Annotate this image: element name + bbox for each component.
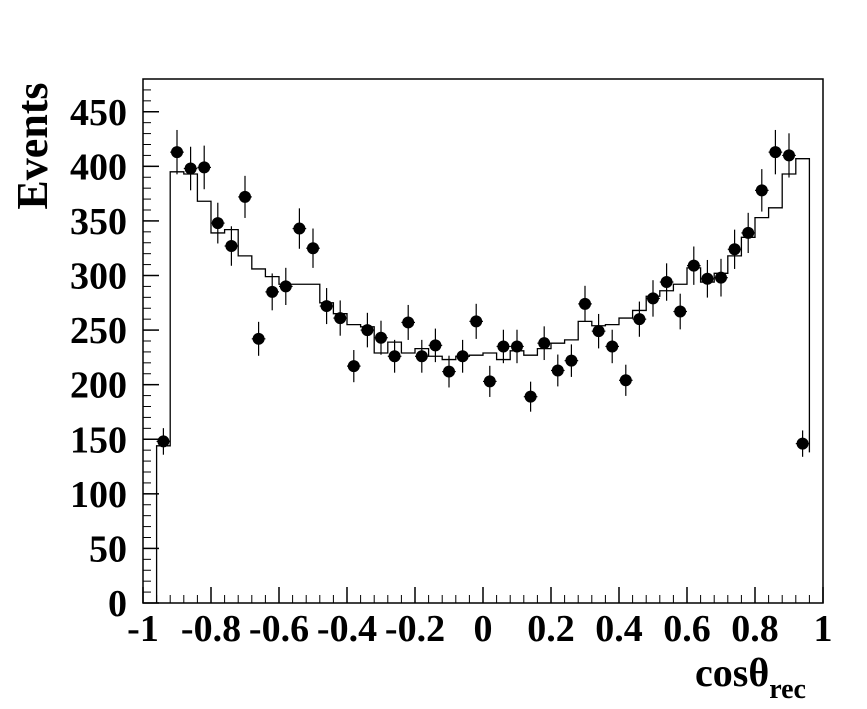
data-point [415, 350, 428, 363]
y-axis-title: Events [8, 82, 57, 209]
data-point [633, 313, 646, 326]
data-point [375, 331, 387, 344]
data-point [184, 162, 197, 175]
y-tick-label: 250 [70, 310, 127, 352]
x-tick-label: 1 [814, 608, 833, 650]
data-point [388, 350, 401, 363]
data-point [728, 243, 741, 256]
y-tick-label: 350 [70, 201, 127, 243]
y-tick-label: 0 [108, 583, 127, 625]
x-tick-label: -0.6 [249, 608, 309, 650]
x-tick-label: 0.4 [595, 608, 643, 650]
x-tick-label: -0.4 [317, 608, 377, 650]
data-point [606, 340, 619, 353]
data-point [647, 292, 659, 305]
data-point [402, 316, 415, 329]
data-point [198, 161, 211, 174]
data-point [470, 315, 483, 328]
x-tick-label: -0.8 [181, 608, 241, 650]
data-point [619, 374, 632, 387]
y-tick-label: 150 [70, 419, 127, 461]
x-tick-label: 0.6 [663, 608, 711, 650]
data-points [156, 129, 810, 457]
data-point [565, 354, 578, 367]
x-axis-ticks: -1 -0.8 -0.6 -0.4 -0.2 0 0.2 0.4 0.6 0.8 1 [127, 587, 833, 650]
x-tick-label: -1 [127, 608, 159, 650]
y-tick-label: 50 [89, 528, 127, 570]
data-point [497, 340, 510, 353]
data-point [320, 300, 333, 313]
data-point [157, 435, 170, 448]
x-tick-label: 0.2 [527, 608, 575, 650]
data-point [279, 280, 292, 293]
y-tick-label: 400 [70, 146, 127, 188]
data-point [456, 350, 469, 363]
data-point [755, 184, 768, 197]
y-tick-label: 300 [70, 256, 127, 298]
data-point [347, 360, 360, 373]
data-point [660, 276, 673, 289]
data-point [769, 146, 782, 159]
y-tick-label: 450 [70, 92, 127, 134]
data-point [742, 226, 755, 239]
data-point [443, 365, 455, 378]
data-point [483, 375, 496, 388]
data-point [524, 390, 537, 403]
x-axis-title: cosθrec [695, 650, 806, 705]
data-point [538, 337, 551, 350]
x-tick-label: -0.2 [385, 608, 445, 650]
y-axis-ticks: 0 50 100 150 200 250 300 350 400 450 [70, 92, 159, 625]
data-point [252, 332, 265, 345]
data-point [334, 312, 347, 325]
data-point [211, 217, 224, 230]
data-point [361, 324, 374, 337]
data-point [579, 297, 591, 310]
data-point [674, 305, 687, 318]
data-point [171, 146, 183, 159]
plot-frame [142, 78, 824, 604]
data-point [225, 240, 238, 253]
data-point [429, 339, 442, 352]
data-point [511, 340, 523, 353]
data-point [293, 222, 306, 235]
x-tick-label: 0.8 [731, 608, 779, 650]
data-point [715, 271, 727, 284]
x-axis-title-subscript: rec [769, 674, 806, 705]
data-point [796, 437, 809, 450]
data-point [592, 325, 605, 338]
x-tick-label: 0 [474, 608, 493, 650]
data-point [551, 364, 564, 377]
data-point [239, 190, 251, 203]
data-point [783, 149, 795, 162]
y-tick-label: 100 [70, 474, 127, 516]
data-point [701, 272, 714, 285]
data-point [307, 242, 319, 255]
data-point [266, 285, 279, 298]
minor-ticks [142, 78, 824, 604]
x-axis-title-main: cosθ [695, 650, 769, 695]
y-tick-label: 200 [70, 365, 127, 407]
data-point [687, 259, 700, 272]
